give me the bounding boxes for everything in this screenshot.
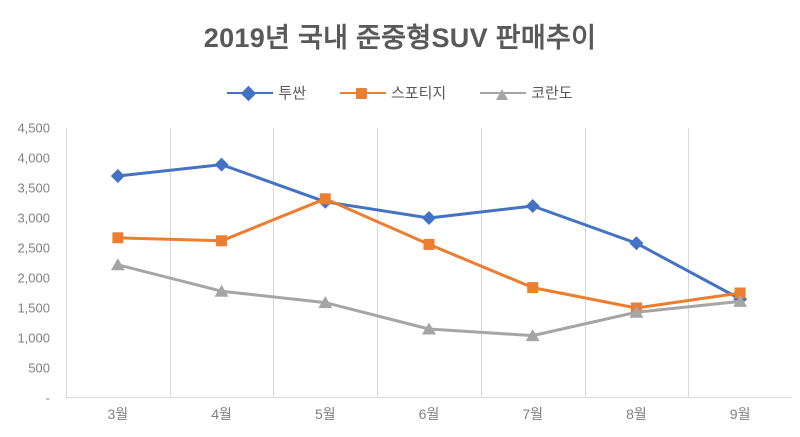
data-point-marker-triangle-icon (733, 294, 748, 307)
y-axis-line (66, 128, 67, 398)
data-point-marker-square-icon (112, 232, 124, 244)
y-tick-label: 2,500 (17, 240, 50, 256)
x-tick-label: 9월 (729, 406, 751, 422)
series-plot (110, 157, 748, 342)
data-point-marker-triangle-icon (214, 284, 229, 297)
plot-area (66, 128, 792, 398)
x-axis-tick-labels: 3월 4월 5월 6월 7월 8월 9월 (66, 404, 792, 428)
data-point-marker-triangle-icon (110, 258, 125, 271)
data-point-marker-triangle-icon (525, 329, 540, 342)
y-axis-tick-labels: 4,500 4,000 3,500 3,000 2,500 2,000 1,500 1,000… (17, 121, 792, 406)
data-point-marker-triangle-icon (629, 305, 644, 318)
data-point-marker-triangle-icon (318, 296, 333, 309)
y-tick-label: 1,000 (17, 330, 50, 346)
y-tick-label: 500 (28, 360, 50, 376)
gridline-vertical (377, 128, 379, 398)
legend-item-코란도[interactable]: 코란도 (480, 82, 573, 103)
data-point-marker-square-icon (423, 238, 435, 250)
legend-label: 코란도 (531, 85, 573, 102)
legend-marker-diamond-icon (241, 85, 257, 101)
y-tick-label: 4,500 (17, 120, 50, 136)
data-point-marker-diamond-icon (525, 199, 540, 213)
x-tick-label: 6월 (418, 406, 440, 422)
x-tick-label: 8월 (626, 406, 647, 422)
gridline-vertical (584, 128, 586, 398)
chart-title: 2019년 국내 준중형SUV 판매추이 (203, 23, 597, 53)
gridline-vertical (273, 128, 275, 398)
y-tick-label: 3,000 (17, 210, 50, 226)
chart-legend: 투싼 스포티지 코란도 (0, 82, 800, 103)
y-tick-label: - (45, 390, 50, 406)
legend-marker-triangle-icon (496, 88, 509, 100)
data-point-marker-diamond-icon (110, 169, 125, 183)
x-tick-label: 3월 (107, 406, 129, 422)
data-point-marker-triangle-icon (422, 322, 436, 335)
y-tick-label: 4,000 (17, 150, 50, 166)
data-point-marker-square-icon (319, 193, 331, 205)
legend-marker-square-icon (356, 87, 367, 99)
legend-label: 스포티지 (391, 85, 447, 102)
data-point-marker-square-icon (527, 282, 539, 294)
legend-swatch-triangle-icon (480, 86, 527, 100)
y-tick-label: 1,500 (17, 300, 50, 316)
x-axis-line (66, 397, 792, 398)
data-point-marker-diamond-icon (214, 157, 229, 172)
data-point-marker-square-icon (734, 287, 746, 299)
y-tick-label: 2,000 (17, 270, 50, 286)
data-point-marker-diamond-icon (629, 236, 644, 251)
data-point-marker-square-icon (216, 235, 228, 247)
legend-swatch-diamond-icon (227, 85, 274, 101)
x-tick-label: 5월 (314, 406, 336, 422)
x-tick-label: 7월 (522, 406, 544, 422)
gridline-vertical (480, 128, 482, 398)
x-tick-label: 4월 (211, 406, 232, 422)
legend-swatch-square-icon (340, 86, 386, 100)
series-코란도 (110, 258, 748, 342)
data-point-marker-diamond-icon (422, 211, 436, 225)
y-tick-label: 3,500 (17, 180, 50, 196)
legend-item-스포티지[interactable]: 스포티지 (340, 82, 446, 103)
legend-item-투싼[interactable]: 투싼 (227, 82, 306, 103)
gridline-vertical (169, 128, 171, 398)
legend-label: 투싼 (278, 85, 306, 102)
gridline-vertical (688, 128, 690, 398)
